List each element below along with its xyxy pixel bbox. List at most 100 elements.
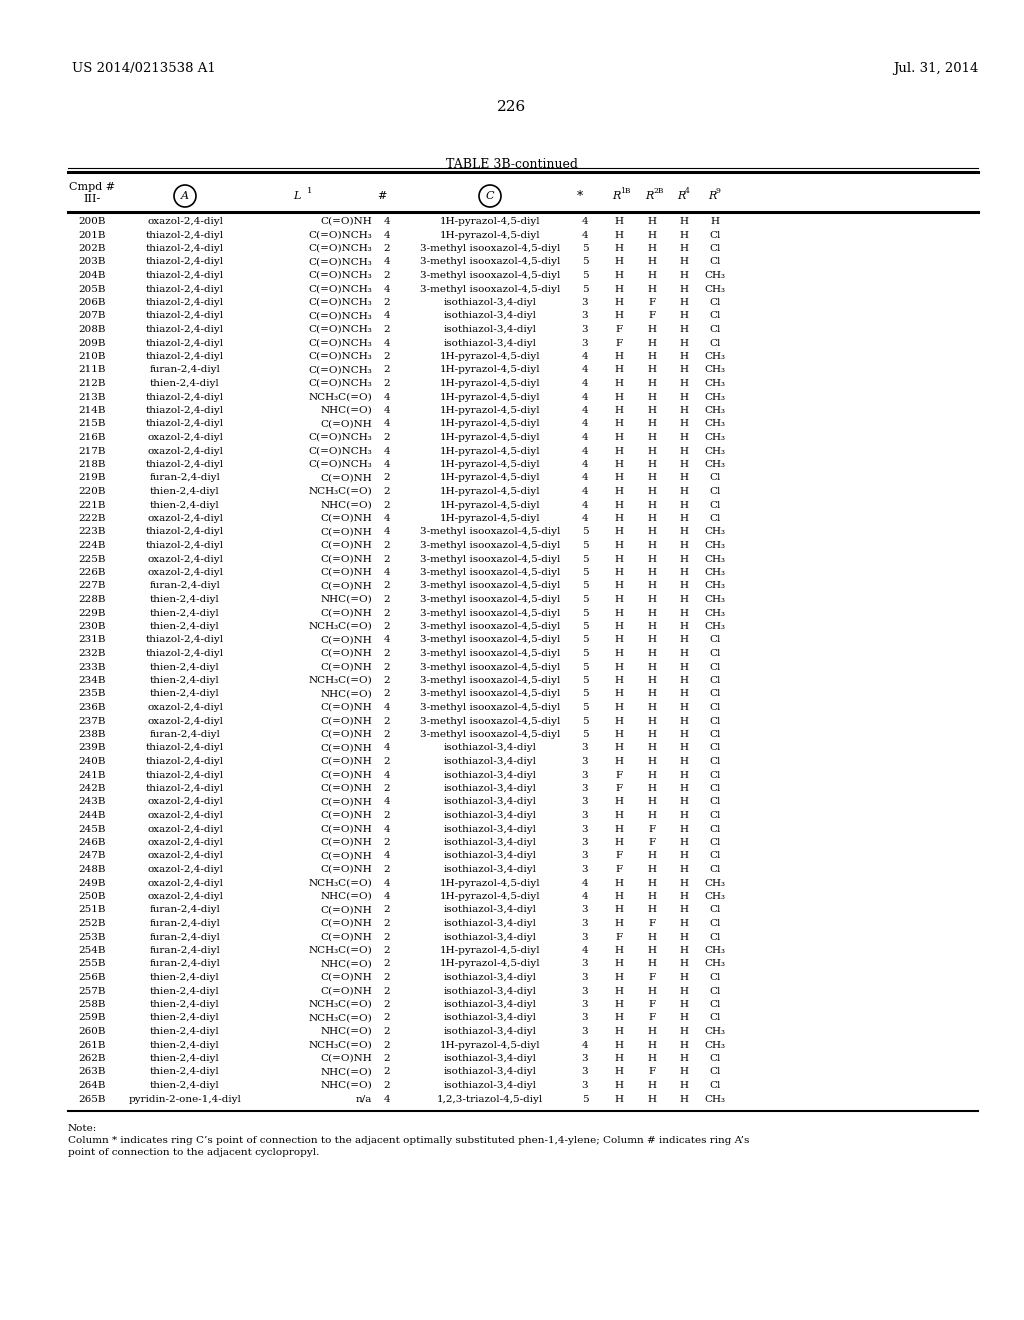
Text: n/a: n/a bbox=[355, 1094, 372, 1104]
Text: H: H bbox=[680, 595, 688, 605]
Text: Column * indicates ring C’s point of connection to the adjacent optimally substi: Column * indicates ring C’s point of con… bbox=[68, 1137, 750, 1144]
Text: C(=O)NH: C(=O)NH bbox=[321, 704, 372, 711]
Text: oxazol-2,4-diyl: oxazol-2,4-diyl bbox=[147, 446, 223, 455]
Text: 232B: 232B bbox=[78, 649, 105, 657]
Text: pyridin-2-one-1,4-diyl: pyridin-2-one-1,4-diyl bbox=[129, 1094, 242, 1104]
Text: 5: 5 bbox=[582, 609, 589, 618]
Text: H: H bbox=[647, 487, 656, 496]
Text: F: F bbox=[615, 932, 623, 941]
Text: C(=O)NH: C(=O)NH bbox=[321, 717, 372, 726]
Text: thien-2,4-diyl: thien-2,4-diyl bbox=[151, 689, 220, 698]
Text: 2: 2 bbox=[384, 554, 390, 564]
Text: 259B: 259B bbox=[78, 1014, 105, 1023]
Text: C(=O)NH: C(=O)NH bbox=[321, 649, 372, 657]
Text: H: H bbox=[680, 392, 688, 401]
Text: H: H bbox=[647, 851, 656, 861]
Text: H: H bbox=[614, 622, 624, 631]
Text: 4: 4 bbox=[384, 216, 390, 226]
Text: F: F bbox=[648, 312, 655, 321]
Text: thiazol-2,4-diyl: thiazol-2,4-diyl bbox=[146, 743, 224, 752]
Text: 2: 2 bbox=[384, 865, 390, 874]
Text: thiazol-2,4-diyl: thiazol-2,4-diyl bbox=[146, 231, 224, 239]
Text: H: H bbox=[614, 756, 624, 766]
Text: H: H bbox=[647, 541, 656, 550]
Text: 254B: 254B bbox=[78, 946, 105, 954]
Text: isothiazol-3,4-diyl: isothiazol-3,4-diyl bbox=[443, 1053, 537, 1063]
Text: Cl: Cl bbox=[710, 325, 721, 334]
Text: 5: 5 bbox=[582, 271, 589, 280]
Text: 3: 3 bbox=[582, 312, 589, 321]
Text: isothiazol-3,4-diyl: isothiazol-3,4-diyl bbox=[443, 298, 537, 308]
Text: CH₃: CH₃ bbox=[705, 541, 725, 550]
Text: Cl: Cl bbox=[710, 312, 721, 321]
Text: H: H bbox=[647, 756, 656, 766]
Text: C(=O)NCH₃: C(=O)NCH₃ bbox=[308, 244, 372, 253]
Text: 2: 2 bbox=[384, 379, 390, 388]
Text: CH₃: CH₃ bbox=[705, 595, 725, 605]
Text: 3-methyl isooxazol-4,5-diyl: 3-methyl isooxazol-4,5-diyl bbox=[420, 663, 560, 672]
Text: oxazol-2,4-diyl: oxazol-2,4-diyl bbox=[147, 704, 223, 711]
Text: H: H bbox=[647, 392, 656, 401]
Text: H: H bbox=[680, 541, 688, 550]
Text: isothiazol-3,4-diyl: isothiazol-3,4-diyl bbox=[443, 743, 537, 752]
Text: H: H bbox=[647, 352, 656, 360]
Text: 2: 2 bbox=[384, 717, 390, 726]
Text: C(=O)NH: C(=O)NH bbox=[321, 474, 372, 483]
Text: furan-2,4-diyl: furan-2,4-diyl bbox=[150, 730, 220, 739]
Text: 2: 2 bbox=[384, 906, 390, 915]
Text: 209B: 209B bbox=[78, 338, 105, 347]
Text: C(=O)NH: C(=O)NH bbox=[321, 825, 372, 833]
Text: Cl: Cl bbox=[710, 906, 721, 915]
Text: 9: 9 bbox=[716, 187, 721, 195]
Text: 233B: 233B bbox=[78, 663, 105, 672]
Text: C(=O)NCH₃: C(=O)NCH₃ bbox=[308, 271, 372, 280]
Text: 252B: 252B bbox=[78, 919, 105, 928]
Text: H: H bbox=[680, 784, 688, 793]
Text: NCH₃C(=O): NCH₃C(=O) bbox=[308, 487, 372, 496]
Text: H: H bbox=[680, 312, 688, 321]
Text: H: H bbox=[680, 474, 688, 483]
Text: thiazol-2,4-diyl: thiazol-2,4-diyl bbox=[146, 244, 224, 253]
Text: CH₃: CH₃ bbox=[705, 285, 725, 293]
Text: C(=O)NCH₃: C(=O)NCH₃ bbox=[308, 312, 372, 321]
Text: Cl: Cl bbox=[710, 231, 721, 239]
Text: CH₃: CH₃ bbox=[705, 1040, 725, 1049]
Text: 1H-pyrazol-4,5-diyl: 1H-pyrazol-4,5-diyl bbox=[439, 420, 541, 429]
Text: 4: 4 bbox=[384, 797, 390, 807]
Text: H: H bbox=[647, 433, 656, 442]
Text: 3: 3 bbox=[582, 919, 589, 928]
Text: CH₃: CH₃ bbox=[705, 459, 725, 469]
Text: 5: 5 bbox=[582, 595, 589, 605]
Text: 217B: 217B bbox=[78, 446, 105, 455]
Text: Cl: Cl bbox=[710, 851, 721, 861]
Text: C(=O)NH: C(=O)NH bbox=[321, 730, 372, 739]
Text: H: H bbox=[680, 1053, 688, 1063]
Text: H: H bbox=[614, 986, 624, 995]
Text: H: H bbox=[680, 244, 688, 253]
Text: 2: 2 bbox=[384, 1081, 390, 1090]
Text: H: H bbox=[614, 231, 624, 239]
Text: 3-methyl isooxazol-4,5-diyl: 3-methyl isooxazol-4,5-diyl bbox=[420, 257, 560, 267]
Text: thiazol-2,4-diyl: thiazol-2,4-diyl bbox=[146, 756, 224, 766]
Text: oxazol-2,4-diyl: oxazol-2,4-diyl bbox=[147, 810, 223, 820]
Text: H: H bbox=[680, 500, 688, 510]
Text: 224B: 224B bbox=[78, 541, 105, 550]
Text: H: H bbox=[647, 676, 656, 685]
Text: 2: 2 bbox=[384, 1014, 390, 1023]
Text: Cl: Cl bbox=[710, 1053, 721, 1063]
Text: 4: 4 bbox=[384, 892, 390, 902]
Text: H: H bbox=[614, 946, 624, 954]
Text: 1H-pyrazol-4,5-diyl: 1H-pyrazol-4,5-diyl bbox=[439, 1040, 541, 1049]
Text: 5: 5 bbox=[582, 582, 589, 590]
Text: CH₃: CH₃ bbox=[705, 1094, 725, 1104]
Text: F: F bbox=[648, 838, 655, 847]
Text: H: H bbox=[647, 446, 656, 455]
Text: H: H bbox=[680, 325, 688, 334]
Text: oxazol-2,4-diyl: oxazol-2,4-diyl bbox=[147, 865, 223, 874]
Text: C(=O)NCH₃: C(=O)NCH₃ bbox=[308, 285, 372, 293]
Text: 248B: 248B bbox=[78, 865, 105, 874]
Text: Cl: Cl bbox=[710, 244, 721, 253]
Text: 251B: 251B bbox=[78, 906, 105, 915]
Text: 3: 3 bbox=[582, 865, 589, 874]
Text: thiazol-2,4-diyl: thiazol-2,4-diyl bbox=[146, 271, 224, 280]
